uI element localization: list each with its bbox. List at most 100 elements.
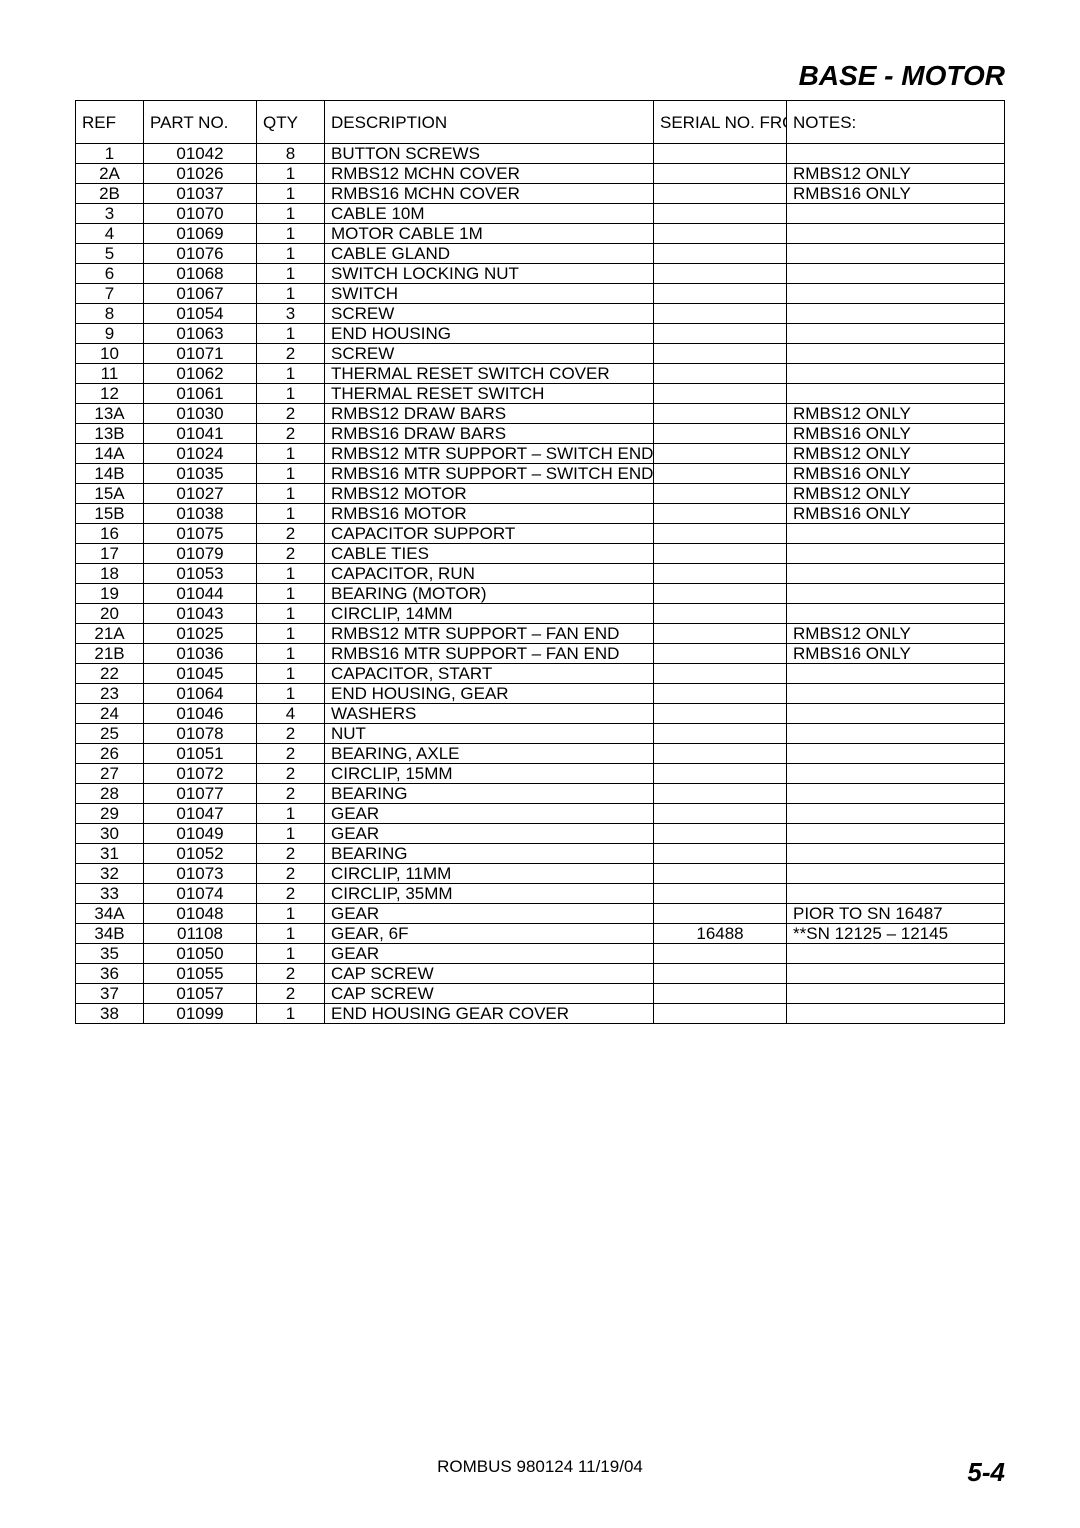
cell-serial bbox=[654, 844, 787, 864]
cell-part: 01099 bbox=[144, 1004, 257, 1024]
table-row: 13A010302RMBS12 DRAW BARSRMBS12 ONLY bbox=[76, 404, 1005, 424]
cell-qty: 1 bbox=[257, 904, 325, 924]
cell-serial: 16488 bbox=[654, 924, 787, 944]
table-row: 36010552CAP SCREW bbox=[76, 964, 1005, 984]
cell-qty: 1 bbox=[257, 644, 325, 664]
cell-qty: 1 bbox=[257, 1004, 325, 1024]
cell-desc: GEAR bbox=[325, 904, 654, 924]
cell-part: 01053 bbox=[144, 564, 257, 584]
cell-notes: PIOR TO SN 16487 bbox=[787, 904, 1005, 924]
cell-part: 01036 bbox=[144, 644, 257, 664]
table-row: 31010522BEARING bbox=[76, 844, 1005, 864]
cell-notes: RMBS12 ONLY bbox=[787, 484, 1005, 504]
cell-part: 01026 bbox=[144, 164, 257, 184]
table-row: 9010631END HOUSING bbox=[76, 324, 1005, 344]
cell-part: 01046 bbox=[144, 704, 257, 724]
cell-desc: NUT bbox=[325, 724, 654, 744]
cell-ref: 26 bbox=[76, 744, 144, 764]
cell-serial bbox=[654, 144, 787, 164]
footer: ROMBUS 980124 11/19/04 5-4 bbox=[75, 1457, 1005, 1488]
cell-serial bbox=[654, 664, 787, 684]
cell-desc: CIRCLIP, 15MM bbox=[325, 764, 654, 784]
table-row: 23010641END HOUSING, GEAR bbox=[76, 684, 1005, 704]
cell-notes bbox=[787, 604, 1005, 624]
cell-part: 01037 bbox=[144, 184, 257, 204]
cell-qty: 2 bbox=[257, 984, 325, 1004]
header-row: REF PART NO. QTY DESCRIPTION SERIAL NO. … bbox=[76, 101, 1005, 144]
cell-qty: 1 bbox=[257, 584, 325, 604]
cell-part: 01063 bbox=[144, 324, 257, 344]
cell-notes bbox=[787, 384, 1005, 404]
cell-qty: 1 bbox=[257, 684, 325, 704]
cell-notes bbox=[787, 704, 1005, 724]
cell-part: 01044 bbox=[144, 584, 257, 604]
cell-desc: RMBS16 MOTOR bbox=[325, 504, 654, 524]
table-row: 5010761CABLE GLAND bbox=[76, 244, 1005, 264]
table-row: 15B010381RMBS16 MOTORRMBS16 ONLY bbox=[76, 504, 1005, 524]
cell-desc: BEARING bbox=[325, 784, 654, 804]
cell-notes bbox=[787, 764, 1005, 784]
cell-ref: 28 bbox=[76, 784, 144, 804]
cell-qty: 2 bbox=[257, 724, 325, 744]
cell-serial bbox=[654, 604, 787, 624]
cell-serial bbox=[654, 224, 787, 244]
cell-qty: 8 bbox=[257, 144, 325, 164]
table-row: 4010691MOTOR CABLE 1M bbox=[76, 224, 1005, 244]
cell-desc: SWITCH LOCKING NUT bbox=[325, 264, 654, 284]
cell-part: 01078 bbox=[144, 724, 257, 744]
cell-notes bbox=[787, 844, 1005, 864]
cell-ref: 24 bbox=[76, 704, 144, 724]
cell-desc: RMBS16 MTR SUPPORT – SWITCH END bbox=[325, 464, 654, 484]
cell-part: 01025 bbox=[144, 624, 257, 644]
cell-desc: RMBS12 MOTOR bbox=[325, 484, 654, 504]
cell-notes: RMBS16 ONLY bbox=[787, 644, 1005, 664]
cell-notes bbox=[787, 824, 1005, 844]
table-row: 27010722CIRCLIP, 15MM bbox=[76, 764, 1005, 784]
cell-part: 01050 bbox=[144, 944, 257, 964]
cell-serial bbox=[654, 364, 787, 384]
cell-serial bbox=[654, 264, 787, 284]
cell-ref: 31 bbox=[76, 844, 144, 864]
page: BASE - MOTOR REF PART NO. QTY DESCRIPTIO… bbox=[0, 0, 1080, 1528]
cell-qty: 1 bbox=[257, 664, 325, 684]
cell-serial bbox=[654, 544, 787, 564]
cell-part: 01049 bbox=[144, 824, 257, 844]
cell-desc: RMBS12 DRAW BARS bbox=[325, 404, 654, 424]
table-row: 35010501GEAR bbox=[76, 944, 1005, 964]
cell-serial bbox=[654, 344, 787, 364]
cell-ref: 20 bbox=[76, 604, 144, 624]
footer-text: ROMBUS 980124 11/19/04 bbox=[437, 1457, 643, 1477]
cell-part: 01048 bbox=[144, 904, 257, 924]
col-serial: SERIAL NO. FROM bbox=[654, 101, 787, 144]
cell-notes bbox=[787, 144, 1005, 164]
cell-notes bbox=[787, 884, 1005, 904]
cell-qty: 1 bbox=[257, 384, 325, 404]
cell-part: 01074 bbox=[144, 884, 257, 904]
table-row: 15A010271RMBS12 MOTORRMBS12 ONLY bbox=[76, 484, 1005, 504]
cell-notes bbox=[787, 944, 1005, 964]
cell-desc: RMBS16 MTR SUPPORT – FAN END bbox=[325, 644, 654, 664]
table-row: 26010512BEARING, AXLE bbox=[76, 744, 1005, 764]
cell-notes bbox=[787, 244, 1005, 264]
cell-serial bbox=[654, 324, 787, 344]
cell-qty: 1 bbox=[257, 564, 325, 584]
cell-part: 01076 bbox=[144, 244, 257, 264]
cell-ref: 21A bbox=[76, 624, 144, 644]
cell-notes: RMBS12 ONLY bbox=[787, 404, 1005, 424]
cell-notes: RMBS16 ONLY bbox=[787, 184, 1005, 204]
cell-desc: END HOUSING, GEAR bbox=[325, 684, 654, 704]
cell-desc: CIRCLIP, 14MM bbox=[325, 604, 654, 624]
cell-serial bbox=[654, 944, 787, 964]
cell-desc: MOTOR CABLE 1M bbox=[325, 224, 654, 244]
cell-ref: 29 bbox=[76, 804, 144, 824]
cell-desc: END HOUSING bbox=[325, 324, 654, 344]
table-row: 17010792CABLE TIES bbox=[76, 544, 1005, 564]
cell-ref: 12 bbox=[76, 384, 144, 404]
cell-serial bbox=[654, 564, 787, 584]
cell-qty: 1 bbox=[257, 184, 325, 204]
cell-qty: 1 bbox=[257, 264, 325, 284]
cell-serial bbox=[654, 624, 787, 644]
cell-qty: 2 bbox=[257, 544, 325, 564]
cell-serial bbox=[654, 904, 787, 924]
table-row: 16010752CAPACITOR SUPPORT bbox=[76, 524, 1005, 544]
